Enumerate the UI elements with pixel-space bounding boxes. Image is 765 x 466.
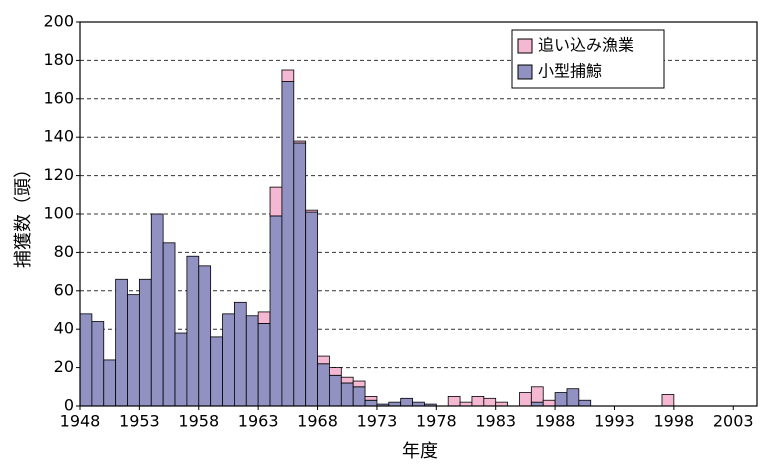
x-tick-label: 1963 [238, 412, 279, 431]
legend-swatch [517, 38, 533, 54]
bar [305, 209, 318, 213]
y-tick-label: 200 [43, 12, 74, 31]
x-tick-label: 1968 [297, 412, 338, 431]
plot-frame [79, 21, 758, 407]
bar [519, 392, 532, 407]
bar [281, 69, 295, 82]
legend-label: 小型捕鯨 [538, 62, 602, 81]
bar [340, 382, 354, 407]
bar [257, 311, 271, 324]
bar [293, 142, 307, 407]
bar [447, 395, 461, 407]
bar [352, 380, 366, 388]
x-tick-label: 1998 [654, 412, 695, 431]
bar [578, 399, 592, 407]
x-tick-label: 1973 [357, 412, 398, 431]
bar [198, 265, 212, 407]
bar [400, 397, 413, 407]
y-tick-label: 160 [43, 88, 74, 107]
bar [329, 367, 342, 376]
bar [234, 301, 247, 407]
y-tick-label: 20 [54, 357, 74, 376]
y-tick-label: 80 [54, 242, 74, 261]
y-tick-label: 100 [43, 204, 74, 223]
bar [364, 395, 378, 401]
bar [471, 395, 485, 407]
bar [317, 363, 330, 407]
x-tick-label: 1988 [535, 412, 576, 431]
bar [661, 394, 675, 407]
legend-box [511, 29, 665, 89]
bar [293, 140, 307, 144]
bar [115, 278, 128, 407]
bar [222, 313, 235, 407]
x-tick-label: 2003 [713, 412, 754, 431]
bar [352, 386, 366, 407]
bar [554, 392, 568, 407]
x-tick-label: 1983 [475, 412, 516, 431]
y-tick-label: 40 [54, 319, 74, 338]
bar [79, 313, 93, 407]
bar [566, 388, 580, 407]
y-tick-label: 180 [43, 50, 74, 69]
bar [103, 359, 117, 407]
bar [210, 336, 223, 407]
legend-label: 追い込み漁業 [538, 36, 634, 55]
bar [317, 355, 330, 365]
bar [186, 255, 200, 407]
bar [305, 211, 318, 407]
bar [127, 294, 140, 407]
bar [91, 321, 105, 407]
bar [542, 399, 556, 407]
y-tick-label: 60 [54, 280, 74, 299]
bar [530, 386, 544, 403]
bar [245, 315, 259, 407]
y-tick-label: 140 [43, 127, 74, 146]
bar [340, 376, 354, 384]
y-tick-label: 120 [43, 165, 74, 184]
y-axis-label: 捕獲数（頭） [13, 160, 34, 268]
x-tick-label: 1958 [178, 412, 219, 431]
x-tick-label: 1993 [594, 412, 635, 431]
bar [281, 81, 295, 407]
bar [329, 374, 342, 407]
x-tick-label: 1948 [60, 412, 101, 431]
bar [138, 278, 152, 407]
bar [269, 215, 283, 407]
legend-swatch [517, 64, 533, 80]
y-tick-label: 0 [64, 396, 74, 415]
x-tick-label: 1953 [119, 412, 160, 431]
x-axis-label: 年度 [402, 441, 438, 462]
bar [269, 186, 283, 217]
bar [257, 323, 271, 407]
bar [364, 399, 378, 407]
x-tick-label: 1978 [416, 412, 457, 431]
bar [150, 213, 164, 407]
bar [483, 397, 497, 407]
bar [174, 332, 188, 407]
bar [162, 242, 176, 407]
